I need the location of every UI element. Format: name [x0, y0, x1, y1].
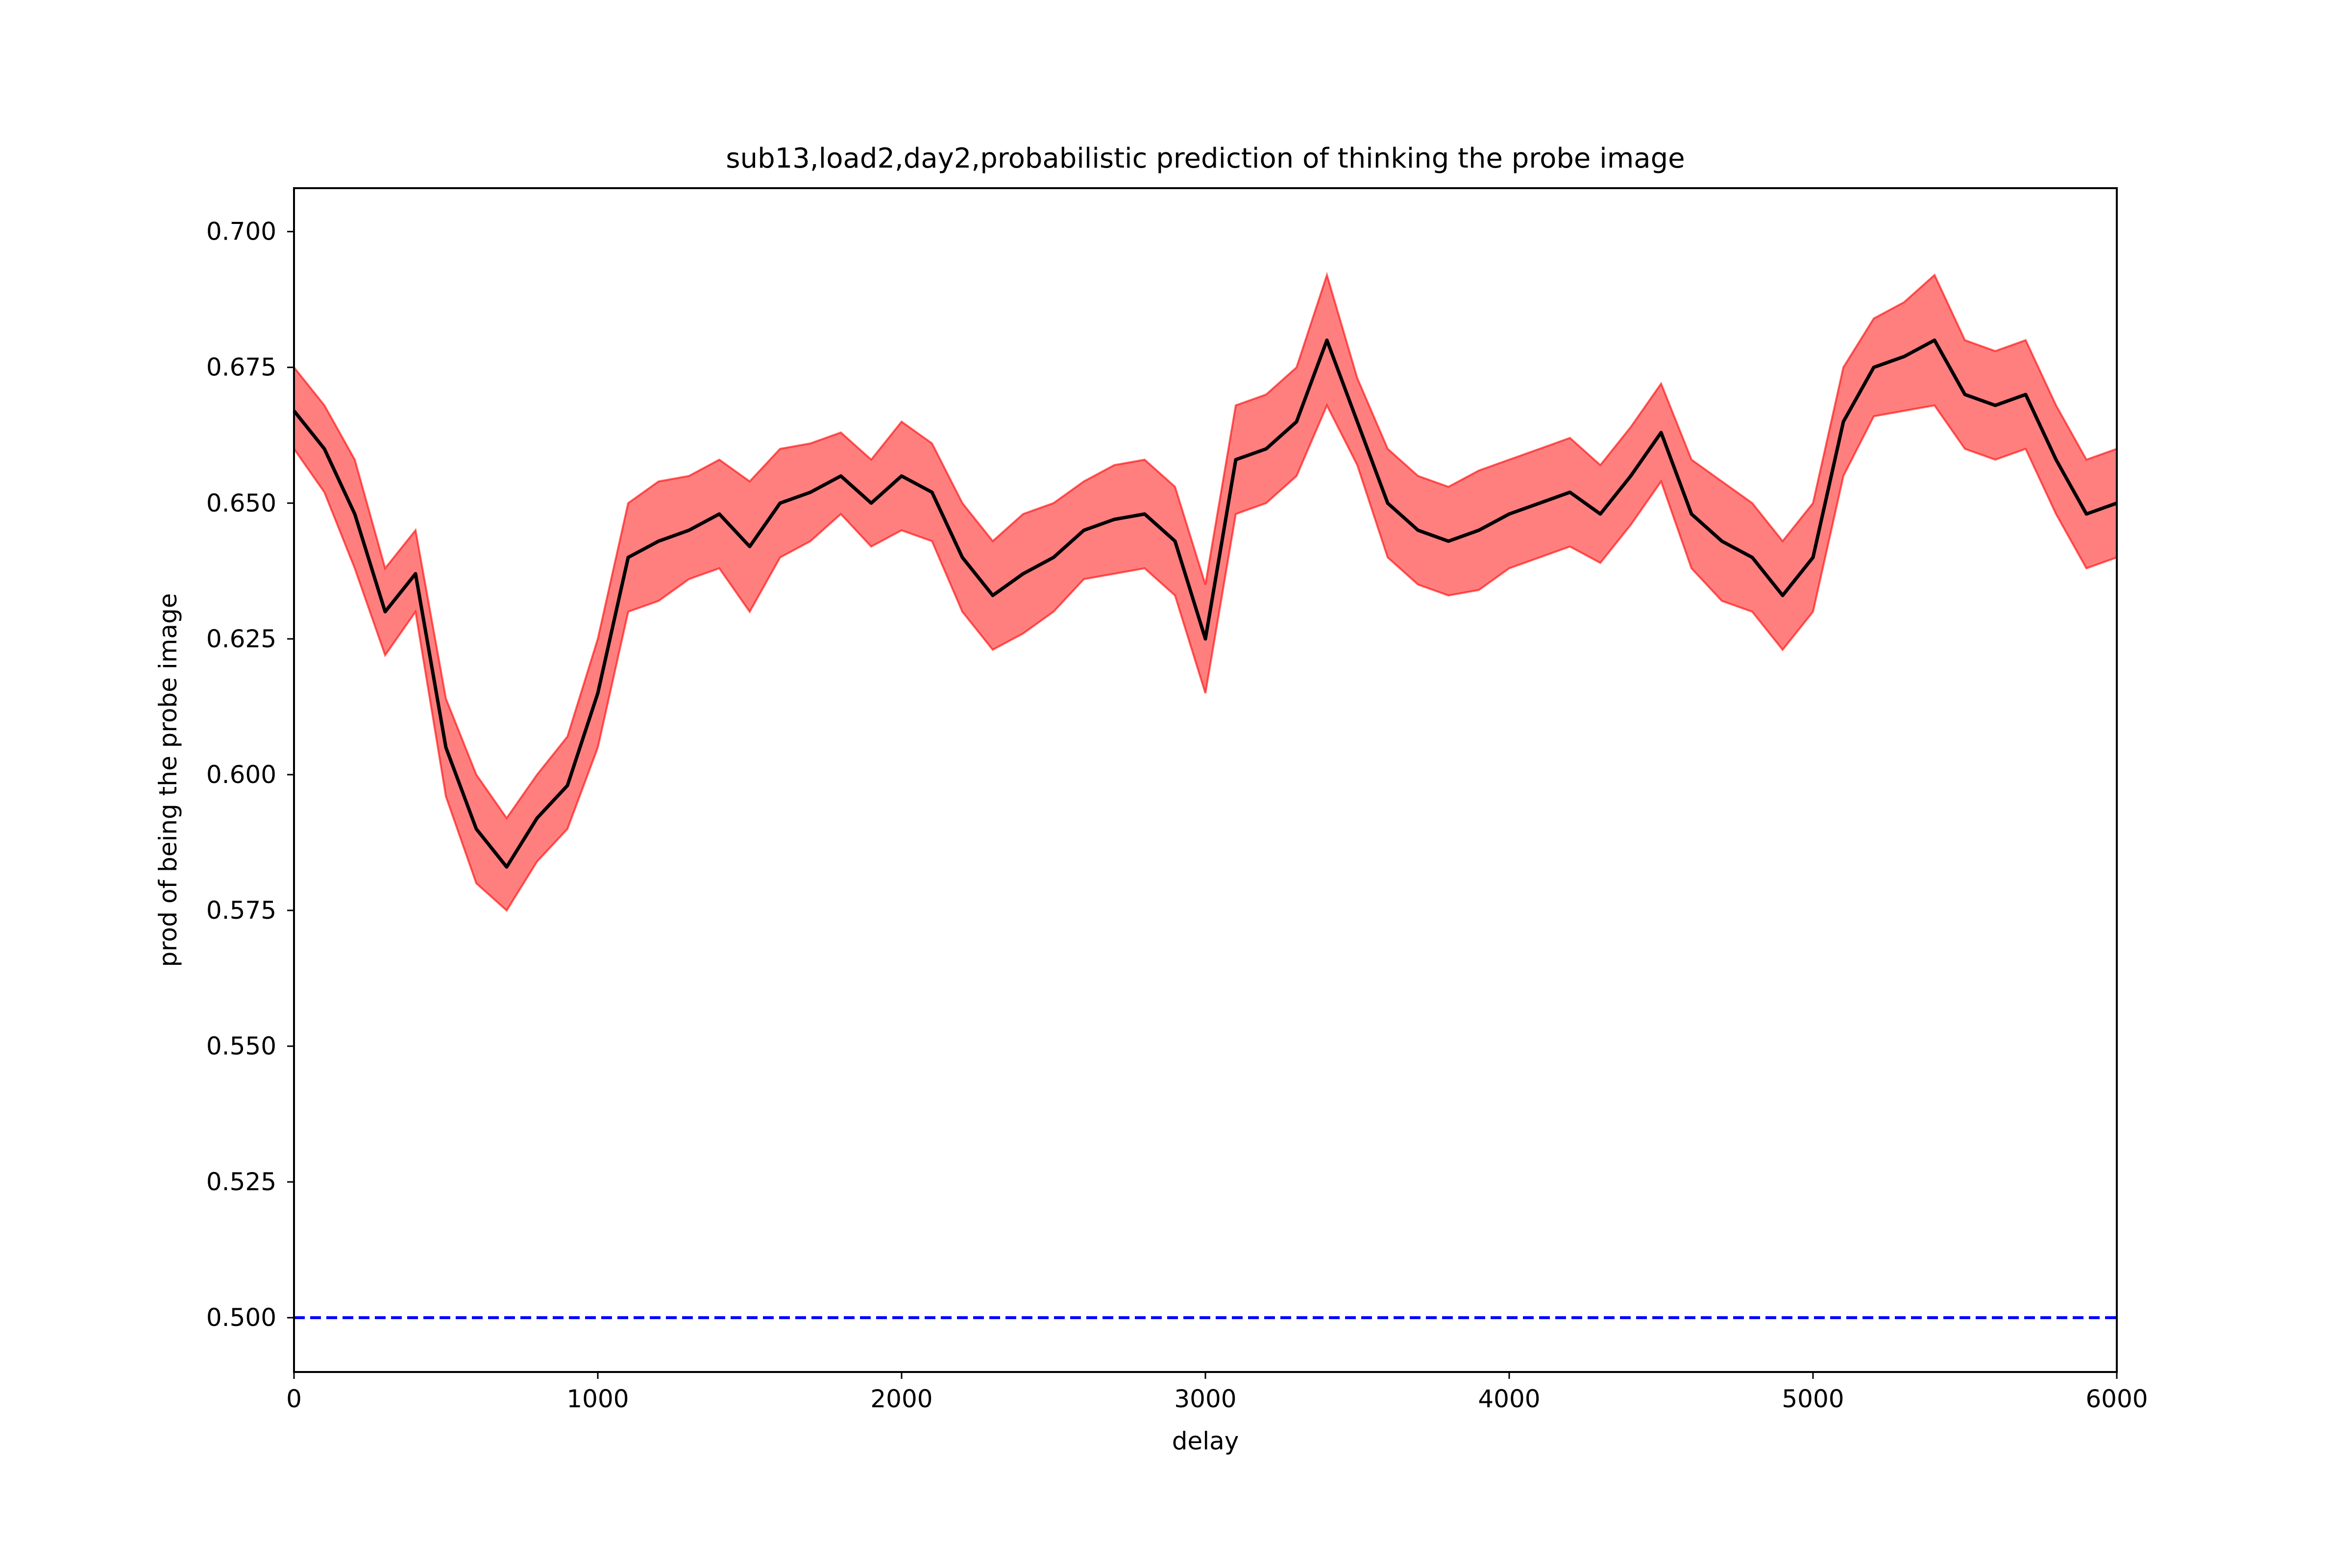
x-tick-label: 6000: [2085, 1385, 2148, 1413]
y-tick-label: 0.500: [206, 1303, 276, 1332]
y-axis-label: prod of being the probe image: [154, 593, 182, 967]
y-tick-label: 0.675: [206, 353, 276, 382]
y-tick-label: 0.600: [206, 760, 276, 789]
x-tick-label: 5000: [1782, 1385, 1844, 1413]
y-tick-label: 0.650: [206, 489, 276, 517]
x-tick-label: 0: [286, 1385, 302, 1413]
x-tick-label: 2000: [870, 1385, 932, 1413]
x-tick-label: 3000: [1174, 1385, 1236, 1413]
x-axis-label: delay: [1172, 1427, 1239, 1455]
x-tick-label: 1000: [566, 1385, 629, 1413]
y-tick-label: 0.550: [206, 1032, 276, 1060]
chart-title: sub13,load2,day2,probabilistic predictio…: [726, 143, 1685, 174]
x-tick-label: 4000: [1478, 1385, 1540, 1413]
y-tick-label: 0.700: [206, 218, 276, 246]
y-tick-label: 0.625: [206, 625, 276, 653]
mean-line: [293, 338, 2118, 869]
y-tick-label: 0.525: [206, 1168, 276, 1196]
y-tick-label: 0.575: [206, 896, 276, 925]
